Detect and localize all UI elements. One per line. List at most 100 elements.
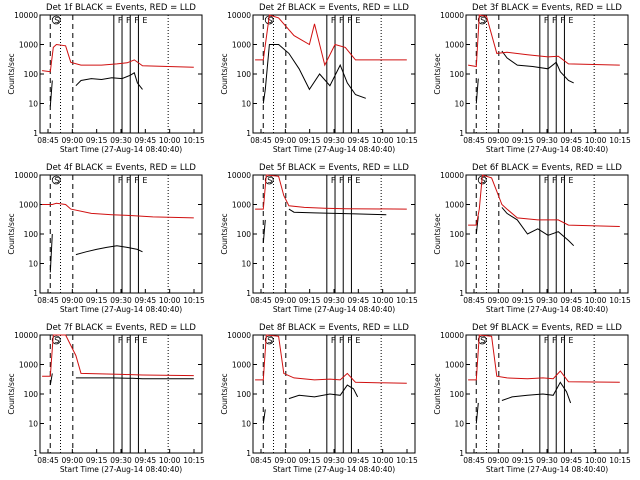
y-tick-label: 100 (450, 70, 465, 79)
y-tick-label: 1000 (445, 361, 464, 370)
marker-label: F (134, 336, 139, 345)
x-tick-label: 09:45 (348, 456, 370, 465)
y-tick-label: 1 (459, 449, 464, 458)
marker-label: F (544, 16, 549, 25)
x-tick-label: 09:30 (323, 136, 345, 145)
x-tick-label: 09:15 (86, 136, 108, 145)
chart-panel: Det 7f BLACK = Events, RED = LLD 1 10 100 10… (7, 323, 205, 474)
plot-frame (465, 334, 629, 454)
events-series-line (475, 207, 575, 247)
y-tick-label: 10000 (440, 171, 464, 180)
marker-label: F (339, 336, 344, 345)
start-circle-icon (51, 335, 61, 345)
chart-panel: Det 3f BLACK = Events, RED = LLD 1 10 100 10… (433, 3, 631, 154)
y-tick-label: 10000 (227, 11, 251, 20)
y-tick-label: 10000 (440, 11, 464, 20)
marker-label: F (552, 176, 557, 185)
x-tick-label: 08:45 (463, 456, 485, 465)
y-tick-label: 10 (454, 100, 464, 109)
x-tick-label: 09:00 (275, 296, 297, 305)
y-axis-label: Counts/sec (7, 213, 16, 254)
chart-panel: Det 4f BLACK = Events, RED = LLD 1 10 100 10… (7, 163, 205, 314)
y-tick-label: 100 (237, 390, 252, 399)
x-tick-label: 10:00 (585, 136, 607, 145)
x-tick-label: 09:45 (561, 296, 583, 305)
plot-frame (252, 334, 416, 454)
marker-label: F (118, 16, 123, 25)
lld-series-line (255, 14, 407, 67)
events-series-line (49, 373, 194, 386)
x-tick-label: 09:30 (536, 136, 558, 145)
start-circle-icon (51, 175, 61, 185)
x-tick-label: 09:15 (299, 456, 321, 465)
y-tick-label: 10000 (227, 171, 251, 180)
plot-frame (252, 14, 416, 134)
y-tick-label: 1 (246, 129, 251, 138)
x-tick-label: 10:15 (183, 136, 205, 145)
x-tick-label: 09:00 (62, 296, 84, 305)
marker-label: F (560, 16, 565, 25)
marker-label: S (267, 16, 272, 25)
plot-frame (252, 174, 416, 294)
y-tick-label: 10 (28, 260, 38, 269)
x-tick-label: 10:15 (396, 456, 418, 465)
x-tick-label: 09:30 (110, 456, 132, 465)
x-tick-label: 10:00 (372, 136, 394, 145)
x-axis-label: Start Time (27-Aug-14 08:40:40) (486, 465, 608, 474)
chart-title: Det 4f BLACK = Events, RED = LLD (46, 163, 196, 173)
marker-label: E (568, 176, 573, 185)
events-series-line (262, 384, 359, 424)
marker-label: F (134, 176, 139, 185)
marker-label: S (54, 16, 59, 25)
y-tick-label: 1000 (19, 201, 38, 210)
y-axis-label: Counts/sec (433, 213, 442, 254)
x-tick-label: 10:00 (372, 296, 394, 305)
marker-label: F (331, 16, 336, 25)
x-tick-label: 10:15 (609, 136, 631, 145)
x-tick-label: 10:15 (396, 296, 418, 305)
chart-panel: Det 6f BLACK = Events, RED = LLD 1 10 100 10… (433, 163, 631, 314)
events-series-line (49, 72, 143, 107)
y-tick-label: 100 (24, 230, 39, 239)
x-tick-label: 09:15 (512, 456, 534, 465)
x-tick-label: 09:45 (561, 456, 583, 465)
y-tick-label: 1000 (19, 361, 38, 370)
x-tick-label: 09:15 (86, 296, 108, 305)
y-tick-label: 100 (237, 230, 252, 239)
marker-label: S (480, 176, 485, 185)
marker-label: S (480, 16, 485, 25)
y-tick-label: 10 (454, 260, 464, 269)
marker-label: F (544, 336, 549, 345)
marker-label: S (480, 336, 485, 345)
x-tick-label: 10:00 (585, 456, 607, 465)
plot-frame (465, 174, 629, 294)
chart-panel: Det 2f BLACK = Events, RED = LLD 1 10 100 10… (220, 3, 418, 154)
x-axis-label: Start Time (27-Aug-14 08:40:40) (486, 145, 608, 154)
events-series-line (475, 381, 572, 424)
marker-label: S (54, 336, 59, 345)
marker-label: F (347, 176, 352, 185)
x-tick-label: 10:00 (585, 296, 607, 305)
marker-label: F (560, 336, 565, 345)
x-tick-label: 09:30 (110, 296, 132, 305)
x-tick-label: 09:45 (135, 296, 157, 305)
y-axis-label: Counts/sec (433, 373, 442, 414)
marker-label: E (355, 16, 360, 25)
lld-series-line (42, 43, 194, 73)
lld-series-line (468, 14, 620, 68)
marker-label: F (331, 336, 336, 345)
x-axis-label: Start Time (27-Aug-14 08:40:40) (60, 145, 182, 154)
x-tick-label: 10:15 (396, 136, 418, 145)
chart-panel: Det 5f BLACK = Events, RED = LLD 1 10 100 10… (220, 163, 418, 314)
lld-series-line (255, 334, 407, 384)
y-tick-label: 10000 (14, 331, 38, 340)
marker-label: F (560, 176, 565, 185)
x-tick-label: 10:15 (609, 456, 631, 465)
x-tick-label: 09:45 (135, 456, 157, 465)
y-axis-label: Counts/sec (220, 53, 229, 94)
marker-label: F (339, 16, 344, 25)
start-circle-icon (264, 175, 274, 185)
marker-label: E (142, 16, 147, 25)
lld-series-line (255, 174, 407, 210)
